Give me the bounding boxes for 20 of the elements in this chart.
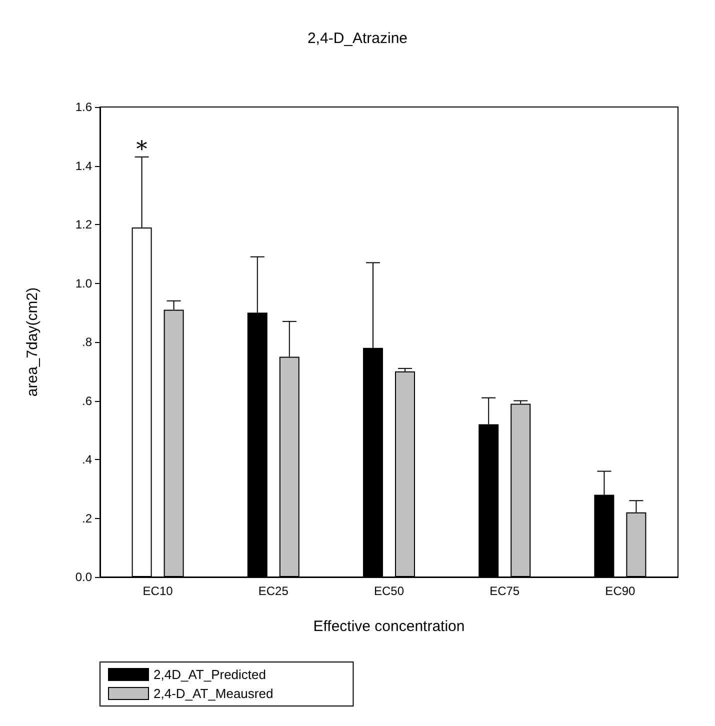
y-tick-label: .2 [82, 511, 92, 526]
x-tick-label: EC25 [258, 584, 289, 598]
legend-label: 2,4-D_AT_Meausred [154, 686, 274, 701]
y-tick-label: 1.0 [75, 276, 92, 290]
legend-label: 2,4D_AT_Predicted [154, 667, 266, 682]
x-tick-label: EC90 [605, 584, 636, 598]
y-tick-label: 0.0 [75, 570, 92, 584]
y-tick-label: 1.6 [75, 100, 92, 114]
x-tick-label: EC75 [490, 584, 520, 598]
y-tick-label: 1.4 [75, 158, 92, 173]
y-tick-label: .8 [82, 335, 92, 349]
y-axis-title: area_7day(cm2) [24, 287, 41, 397]
x-tick-label: EC50 [374, 584, 404, 598]
y-tick-label: 1.2 [75, 218, 92, 232]
y-tick-label: .6 [82, 394, 92, 408]
annotation: * [136, 137, 148, 162]
y-tick-label: .4 [82, 452, 92, 466]
chart-title: 2,4-D_Atrazine [307, 30, 408, 47]
x-tick-label: EC10 [142, 584, 174, 598]
x-axis-title: Effective concentration [313, 618, 465, 635]
